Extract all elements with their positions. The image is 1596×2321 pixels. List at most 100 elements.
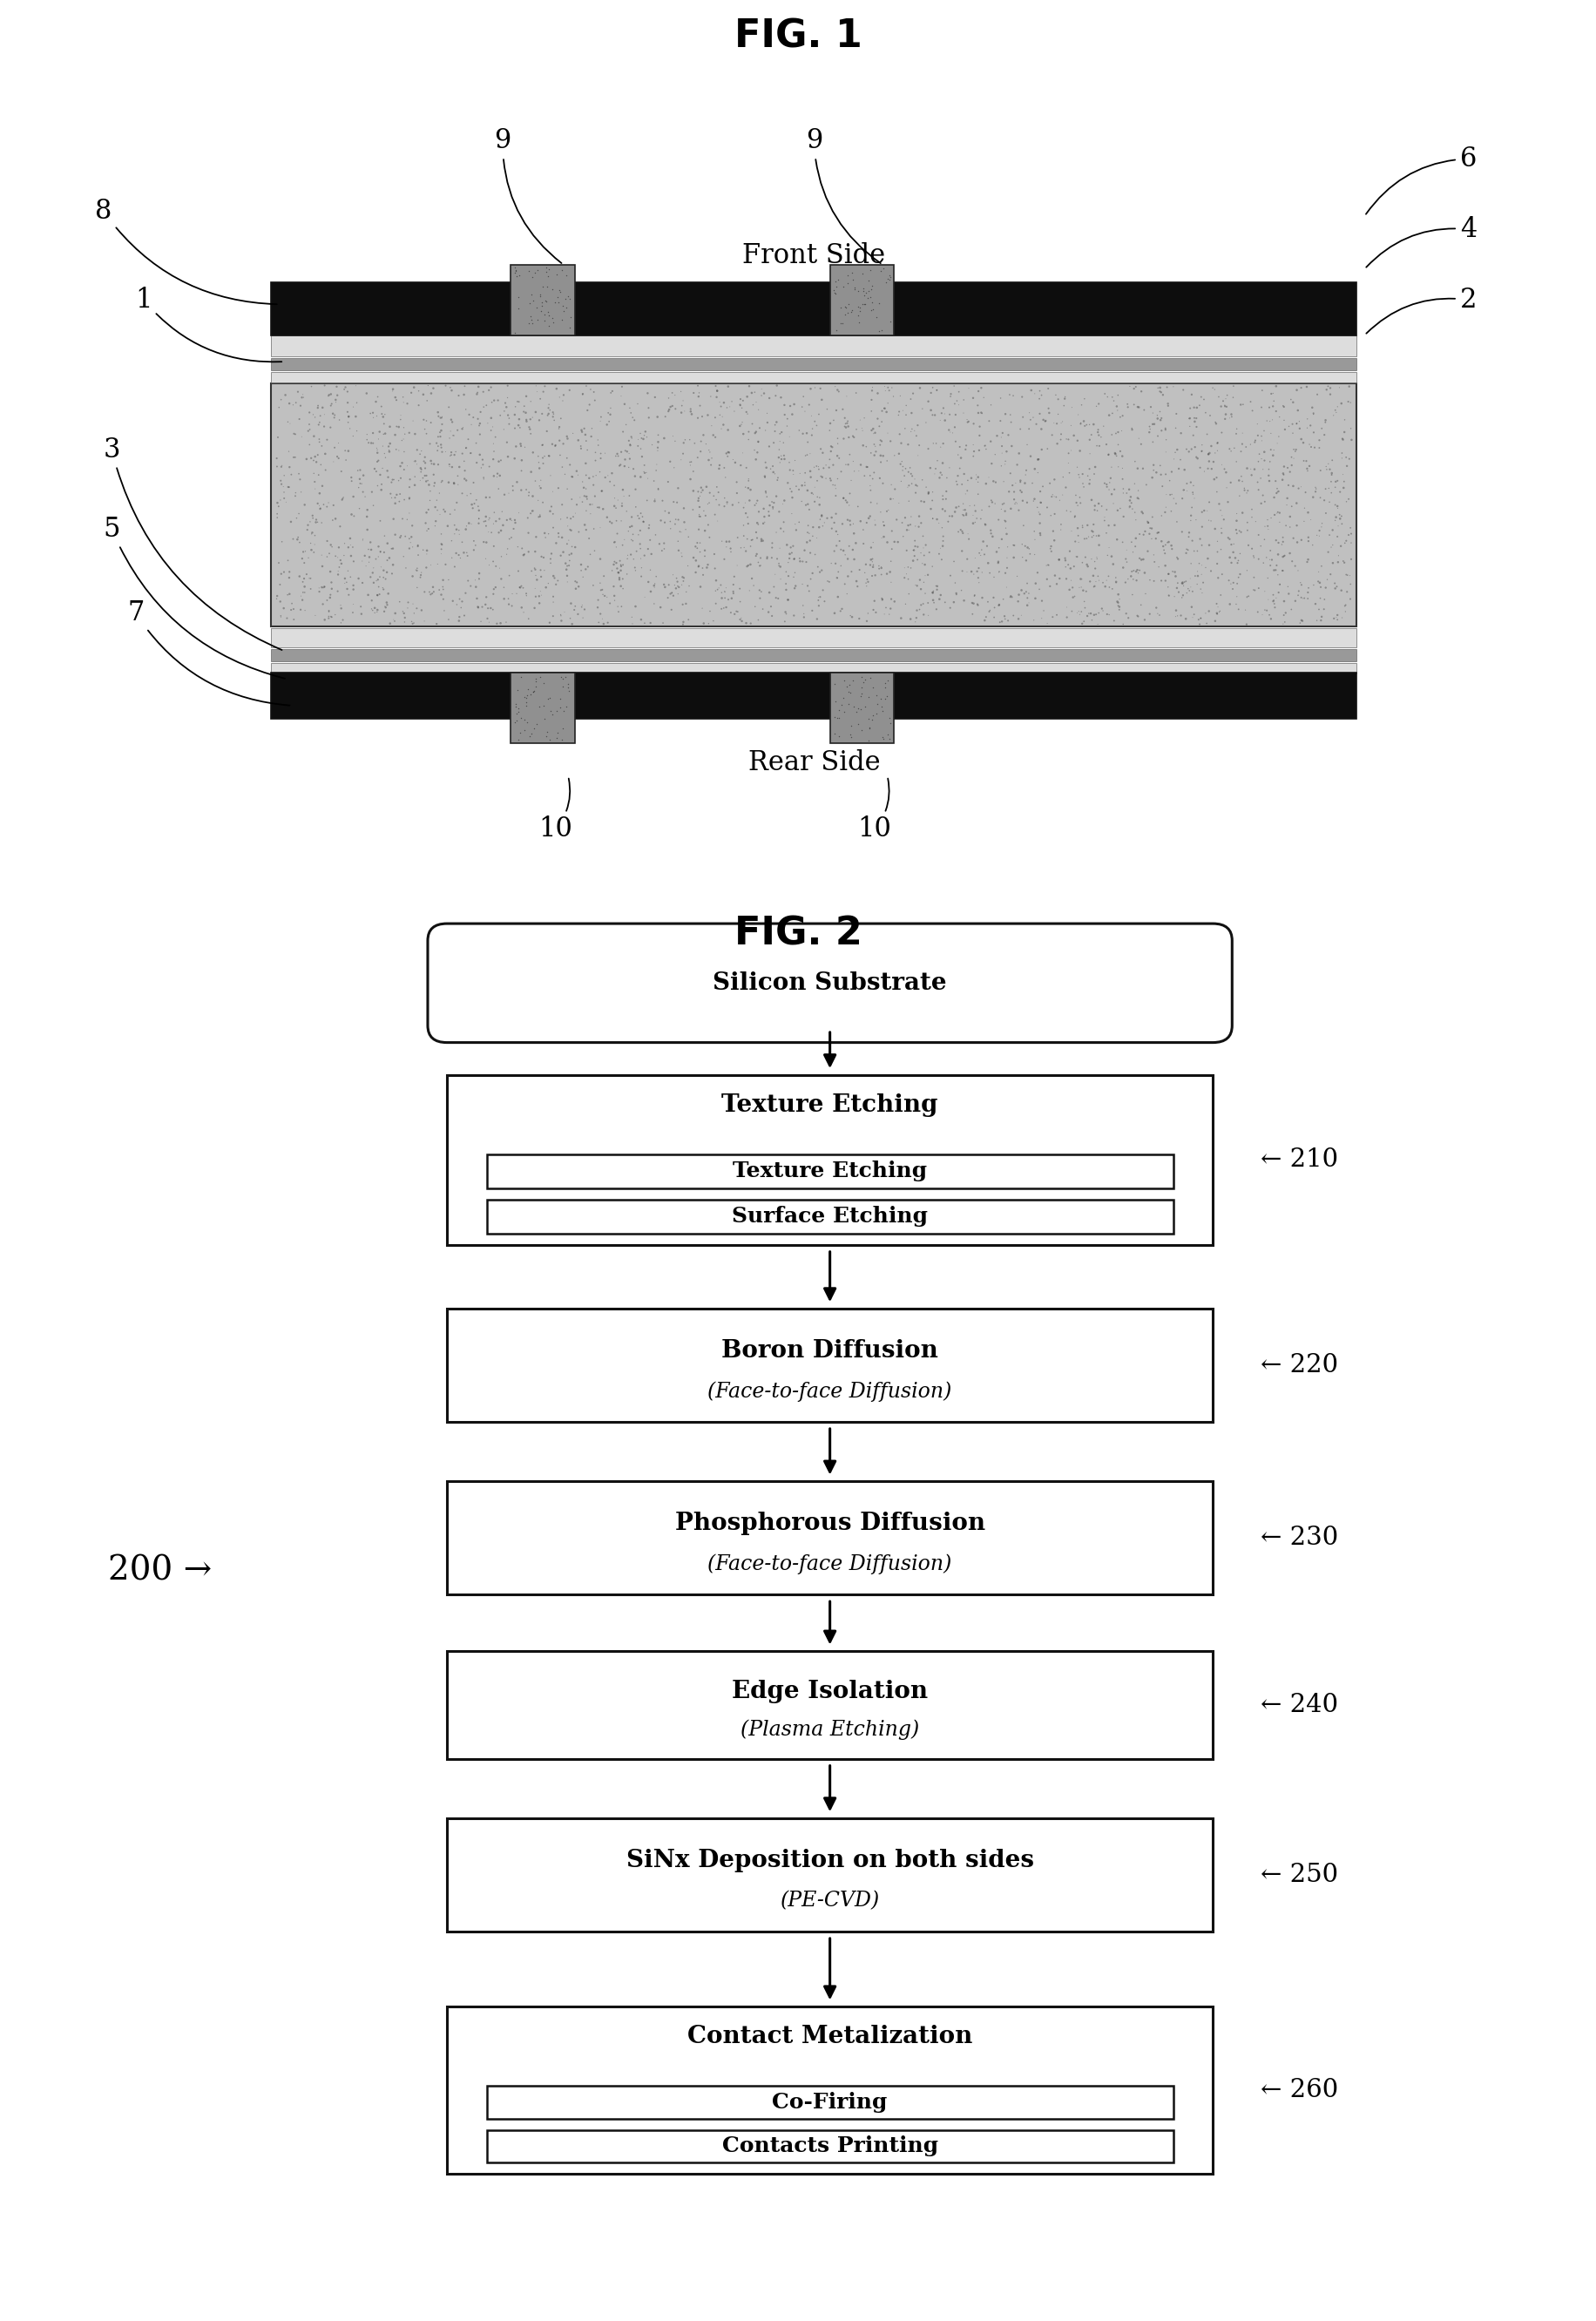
Point bbox=[429, 429, 455, 467]
Point bbox=[803, 536, 828, 573]
Point bbox=[1223, 538, 1248, 576]
Point bbox=[908, 571, 934, 608]
Point bbox=[1333, 587, 1358, 624]
Point bbox=[902, 538, 927, 576]
Point bbox=[394, 385, 420, 422]
Point bbox=[744, 504, 769, 541]
Point bbox=[1266, 473, 1291, 511]
Point bbox=[827, 439, 852, 476]
Point bbox=[967, 418, 993, 455]
Point bbox=[1272, 583, 1298, 620]
Point bbox=[268, 555, 294, 592]
Point bbox=[1179, 522, 1205, 559]
Point bbox=[452, 367, 477, 404]
Point bbox=[373, 559, 399, 596]
Point bbox=[832, 399, 857, 436]
Point bbox=[870, 311, 895, 348]
Point bbox=[1026, 571, 1052, 608]
Point bbox=[428, 515, 453, 552]
Point bbox=[354, 492, 380, 529]
Point bbox=[1044, 425, 1069, 462]
Point bbox=[744, 513, 769, 550]
Point bbox=[543, 525, 568, 562]
Point bbox=[650, 532, 675, 569]
Point bbox=[930, 478, 956, 515]
Point bbox=[364, 576, 389, 613]
Point bbox=[873, 395, 899, 432]
Point bbox=[926, 536, 951, 573]
Point bbox=[571, 411, 597, 448]
Point bbox=[530, 427, 555, 464]
Point bbox=[466, 369, 492, 406]
Point bbox=[1136, 562, 1162, 599]
Point bbox=[742, 587, 768, 624]
Point bbox=[795, 525, 820, 562]
Point bbox=[297, 395, 322, 432]
Point bbox=[954, 541, 980, 578]
Point bbox=[552, 281, 578, 318]
Point bbox=[1127, 552, 1152, 590]
Point bbox=[318, 376, 343, 413]
Point bbox=[630, 420, 656, 457]
Point bbox=[361, 564, 386, 601]
Point bbox=[1184, 390, 1210, 427]
Point bbox=[517, 717, 543, 754]
Point bbox=[1095, 469, 1120, 506]
Point bbox=[808, 457, 833, 494]
Point bbox=[849, 408, 875, 446]
Point bbox=[921, 425, 946, 462]
Point bbox=[1001, 480, 1026, 518]
Point bbox=[836, 436, 862, 473]
Point bbox=[340, 418, 365, 455]
Point bbox=[870, 580, 895, 617]
Point bbox=[471, 388, 496, 425]
Point bbox=[1120, 490, 1146, 527]
Point bbox=[998, 397, 1023, 434]
Point bbox=[1074, 545, 1100, 583]
Point bbox=[950, 532, 975, 569]
Point bbox=[1290, 580, 1315, 617]
Point bbox=[396, 413, 421, 450]
Point bbox=[988, 448, 1013, 485]
Point bbox=[503, 687, 528, 724]
Point bbox=[455, 562, 480, 599]
Point bbox=[1069, 562, 1095, 599]
Point bbox=[868, 548, 894, 585]
Point bbox=[838, 596, 863, 634]
Point bbox=[1183, 557, 1208, 594]
Point bbox=[442, 464, 468, 501]
Point bbox=[322, 383, 348, 420]
Point bbox=[338, 462, 364, 499]
Point bbox=[1202, 434, 1227, 471]
Point bbox=[595, 603, 621, 641]
Point bbox=[602, 583, 627, 620]
Point bbox=[702, 573, 728, 610]
Point bbox=[966, 395, 991, 432]
Point bbox=[1132, 601, 1157, 638]
Point bbox=[627, 529, 653, 566]
Point bbox=[621, 515, 646, 552]
Point bbox=[712, 573, 737, 610]
Point bbox=[311, 367, 337, 404]
Point bbox=[273, 376, 298, 413]
Point bbox=[1285, 552, 1310, 590]
Point bbox=[1010, 506, 1036, 543]
Point bbox=[996, 415, 1021, 453]
Point bbox=[635, 374, 661, 411]
Point bbox=[463, 527, 488, 564]
Point bbox=[1203, 460, 1229, 497]
Point bbox=[461, 485, 487, 522]
Point bbox=[573, 415, 598, 453]
Point bbox=[1005, 492, 1031, 529]
Point bbox=[547, 436, 573, 473]
Point bbox=[297, 427, 322, 464]
Point bbox=[645, 429, 670, 467]
Point bbox=[763, 580, 788, 617]
Point bbox=[841, 541, 867, 578]
Point bbox=[597, 585, 622, 622]
Point bbox=[362, 450, 388, 487]
Point bbox=[267, 390, 292, 427]
Point bbox=[1282, 439, 1307, 476]
Point bbox=[603, 501, 629, 538]
Point bbox=[1307, 453, 1333, 490]
